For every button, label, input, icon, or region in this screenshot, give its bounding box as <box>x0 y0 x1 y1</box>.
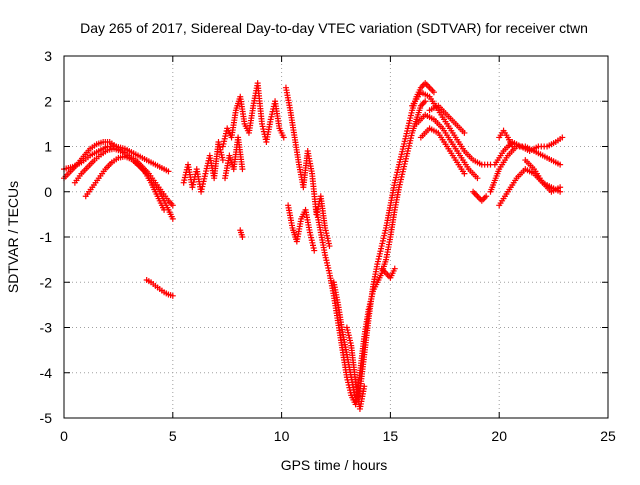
data-point <box>559 134 566 141</box>
y-tick-label: -4 <box>40 365 53 381</box>
y-tick-label: 1 <box>44 139 52 155</box>
series-arc-k <box>285 202 318 254</box>
data-point <box>161 206 168 213</box>
data-point <box>557 184 564 191</box>
axis-ticks <box>63 55 609 419</box>
data-point <box>326 243 333 250</box>
series-arc-p <box>409 89 494 168</box>
series-arc-e <box>143 276 176 299</box>
series-arc-o <box>378 265 398 281</box>
series-arc-t <box>470 188 490 204</box>
series-arc-i <box>237 227 246 240</box>
data-point <box>461 129 468 136</box>
data-point <box>391 265 398 272</box>
x-tick-label: 5 <box>169 428 177 444</box>
data-point <box>483 193 490 200</box>
y-axis-label: SDTVAR / TECUs <box>5 181 21 293</box>
data-point <box>422 98 429 105</box>
data-point <box>280 134 287 141</box>
y-tick-label: -2 <box>40 274 53 290</box>
data-point <box>430 89 437 96</box>
data-point <box>239 234 246 240</box>
data-point <box>219 157 226 164</box>
data-point <box>361 383 368 390</box>
series-arc-h <box>222 134 246 182</box>
series-arc-n <box>343 324 368 412</box>
y-tick-label: -1 <box>40 229 53 245</box>
data-point <box>474 175 481 182</box>
series-arc-q <box>413 111 481 182</box>
x-tick-label: 0 <box>60 428 68 444</box>
y-tick-label: -3 <box>40 320 53 336</box>
series-arc-c <box>82 153 168 213</box>
series-arc-s <box>426 102 468 136</box>
chart-title: Day 265 of 2017, Sidereal Day-to-day VTE… <box>80 20 588 36</box>
data-point <box>169 202 176 209</box>
series-arc-g <box>219 80 287 150</box>
data-point <box>461 170 468 177</box>
y-tick-label: -5 <box>40 410 53 426</box>
series-arc-f <box>180 138 226 195</box>
series-arc-w <box>496 127 516 150</box>
y-tick-label: 3 <box>44 48 52 64</box>
data-point <box>239 166 246 173</box>
x-tick-label: 25 <box>600 428 616 444</box>
y-tick-label: 0 <box>44 184 52 200</box>
x-tick-label: 20 <box>491 428 507 444</box>
series-arc-v <box>491 134 566 168</box>
x-tick-label: 10 <box>274 428 290 444</box>
series-arc-y <box>522 157 564 195</box>
tick-labels: 0 5 10 15 20 25 -5 -4 -3 -2 -1 0 1 2 3 <box>40 48 616 444</box>
data-point <box>169 215 176 222</box>
x-axis-label: GPS time / hours <box>281 457 388 473</box>
data-points <box>61 80 566 412</box>
series-arc-d <box>61 143 172 175</box>
data-point <box>311 247 318 254</box>
y-tick-label: 2 <box>44 93 52 109</box>
data-point <box>509 143 516 150</box>
data-point <box>557 161 564 168</box>
data-point <box>169 292 176 299</box>
data-point <box>165 168 172 175</box>
series-arc-r <box>417 125 468 177</box>
x-tick-label: 15 <box>383 428 399 444</box>
